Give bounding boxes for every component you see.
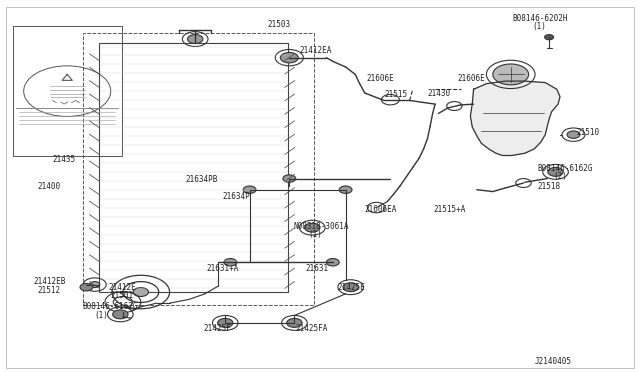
Text: 21510: 21510 bbox=[576, 128, 599, 137]
Text: 21412EA: 21412EA bbox=[300, 46, 332, 55]
Text: 21606E: 21606E bbox=[458, 74, 485, 83]
Circle shape bbox=[548, 167, 563, 176]
Circle shape bbox=[243, 186, 256, 193]
Circle shape bbox=[339, 186, 352, 193]
Text: 21430: 21430 bbox=[428, 89, 451, 98]
Circle shape bbox=[218, 318, 233, 327]
Circle shape bbox=[493, 64, 529, 85]
Text: 21503: 21503 bbox=[268, 20, 291, 29]
Circle shape bbox=[113, 310, 128, 319]
Text: J2140405: J2140405 bbox=[534, 357, 572, 366]
Text: 21606E: 21606E bbox=[366, 74, 394, 83]
Text: 21634PB: 21634PB bbox=[186, 175, 218, 184]
Circle shape bbox=[188, 35, 203, 44]
Circle shape bbox=[80, 283, 93, 291]
Bar bbox=[13, 26, 122, 156]
Circle shape bbox=[133, 288, 148, 296]
Bar bbox=[83, 33, 314, 305]
Text: 21518: 21518 bbox=[538, 182, 561, 191]
Text: 21412E: 21412E bbox=[109, 283, 136, 292]
Text: (1): (1) bbox=[308, 230, 323, 239]
Text: 21425F: 21425F bbox=[204, 324, 231, 333]
Text: 21425E: 21425E bbox=[338, 283, 365, 292]
Circle shape bbox=[90, 282, 100, 288]
Text: B08146-6202H: B08146-6202H bbox=[512, 14, 568, 23]
Text: 21515+A: 21515+A bbox=[434, 205, 467, 214]
Text: 21631+A: 21631+A bbox=[206, 264, 239, 273]
Text: N08318-3061A: N08318-3061A bbox=[293, 222, 349, 231]
Circle shape bbox=[326, 259, 339, 266]
Text: 21634P: 21634P bbox=[223, 192, 250, 201]
Circle shape bbox=[280, 52, 298, 63]
Text: 21606EA: 21606EA bbox=[365, 205, 397, 214]
Circle shape bbox=[224, 259, 237, 266]
Text: B08146-6162G: B08146-6162G bbox=[82, 302, 138, 311]
Text: B08146-6162G: B08146-6162G bbox=[538, 164, 593, 173]
Text: 21515: 21515 bbox=[384, 90, 407, 99]
Bar bbox=[99, 43, 288, 292]
Text: 21501: 21501 bbox=[110, 291, 133, 300]
Text: 21631: 21631 bbox=[306, 264, 329, 273]
Text: 21400: 21400 bbox=[37, 182, 60, 190]
Text: 21425FA: 21425FA bbox=[296, 324, 328, 333]
Circle shape bbox=[567, 131, 580, 138]
Circle shape bbox=[287, 318, 302, 327]
Circle shape bbox=[545, 35, 554, 40]
Polygon shape bbox=[470, 81, 560, 155]
Text: (1): (1) bbox=[95, 311, 109, 320]
Circle shape bbox=[305, 223, 320, 232]
Circle shape bbox=[343, 283, 358, 292]
Text: (2): (2) bbox=[554, 172, 568, 181]
Circle shape bbox=[283, 175, 296, 182]
Text: (1): (1) bbox=[532, 22, 547, 31]
Text: 21435: 21435 bbox=[52, 155, 76, 164]
Text: 21412EB: 21412EB bbox=[33, 278, 66, 286]
Text: 21512: 21512 bbox=[37, 286, 60, 295]
